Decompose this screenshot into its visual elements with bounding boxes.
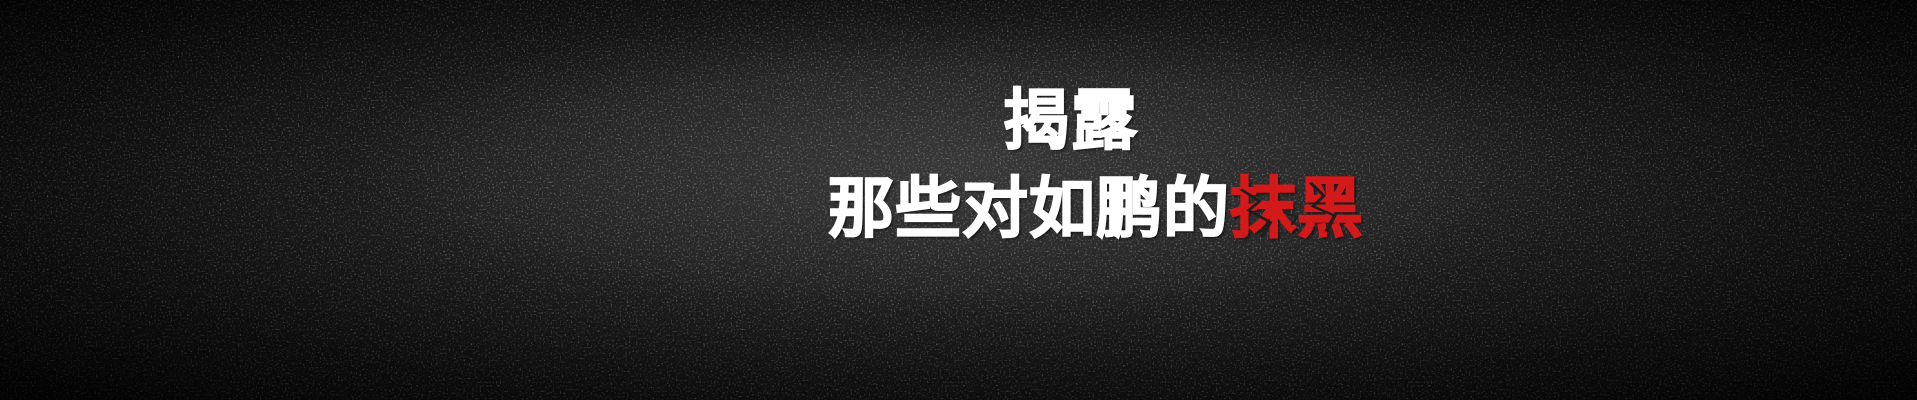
headline-accent: 抹黑: [1229, 170, 1364, 247]
headline-prefix: 那些对如鹏的: [827, 170, 1230, 247]
headline-line-2: 那些对如鹏的抹黑: [827, 175, 1364, 243]
headline-accent-wrap: 抹黑: [1229, 175, 1364, 243]
headline-line-1: 揭露: [1002, 82, 1139, 159]
